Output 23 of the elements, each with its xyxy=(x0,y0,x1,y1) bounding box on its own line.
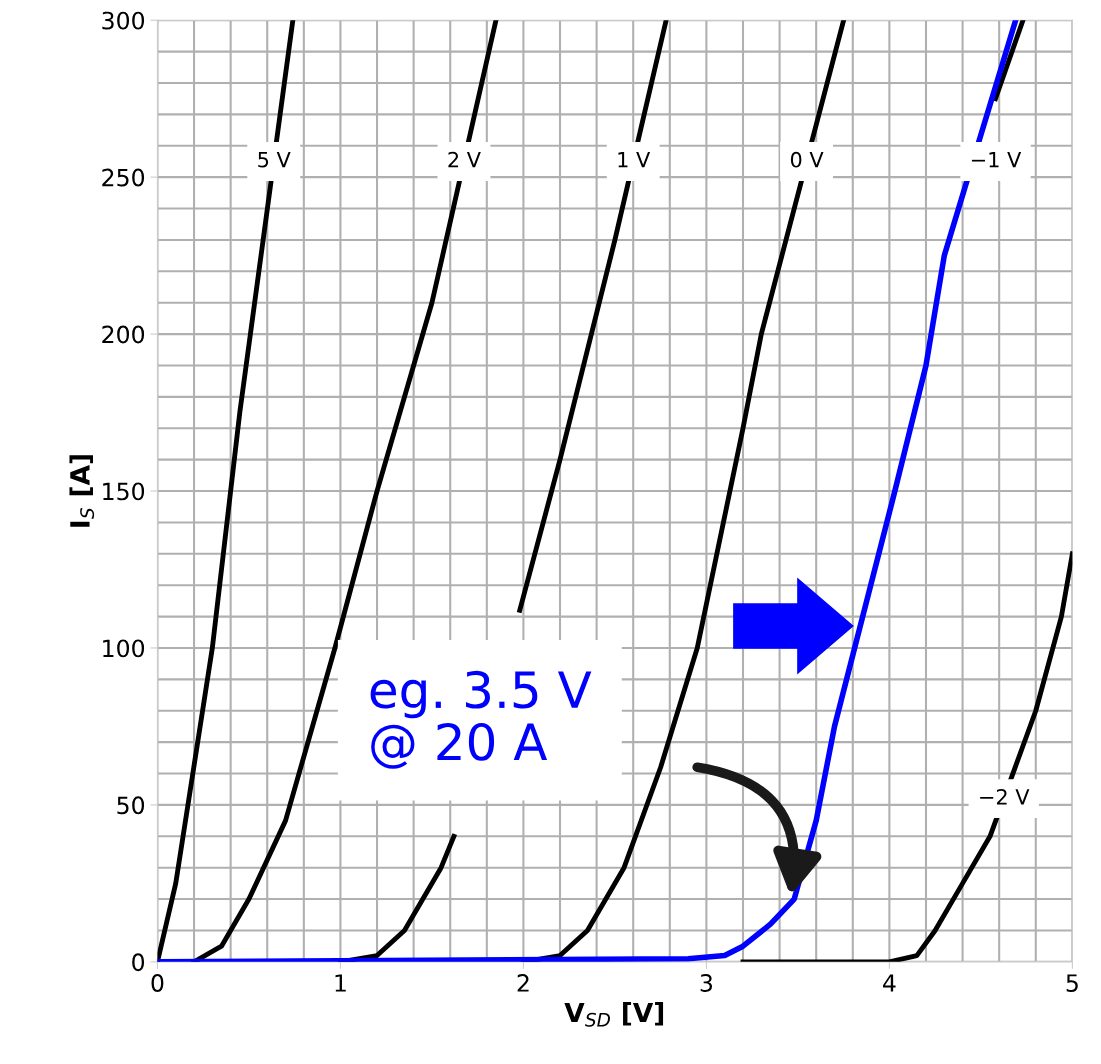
y-tick-label: 150 xyxy=(103,482,145,501)
x-tick-label: 5 xyxy=(1066,974,1078,992)
series-label: 2 V xyxy=(448,151,481,168)
y-tick-label: 100 xyxy=(103,639,145,658)
x-tick-label: 4 xyxy=(883,974,896,992)
series-label: −2 V xyxy=(980,788,1030,805)
x-tick-label: 0 xyxy=(151,974,164,992)
y-tick-label: 250 xyxy=(102,168,145,187)
text: −1 V xyxy=(971,152,1022,168)
series-label: 5 V xyxy=(258,152,291,168)
series-label: 0 V xyxy=(790,151,824,168)
x-tick-label: 1 xyxy=(335,974,346,992)
x-tick-label: 2 xyxy=(517,974,529,992)
y-tick-label: 0 xyxy=(132,953,145,972)
annotation: eg. 3.5 V @ 20 A xyxy=(370,670,592,769)
x-tick-label: 3 xyxy=(700,974,713,992)
y-tick-label: 50 xyxy=(117,796,145,815)
series-label: 1 V xyxy=(618,152,651,168)
y-axis-title: I$_{S}$ [A] xyxy=(69,455,95,527)
line-series xyxy=(740,551,1073,962)
y-tick-label: 200 xyxy=(102,325,145,344)
x-axis-title: V$_{SD}$ [V] xyxy=(564,1002,664,1027)
y-tick-label: 300 xyxy=(102,11,145,30)
